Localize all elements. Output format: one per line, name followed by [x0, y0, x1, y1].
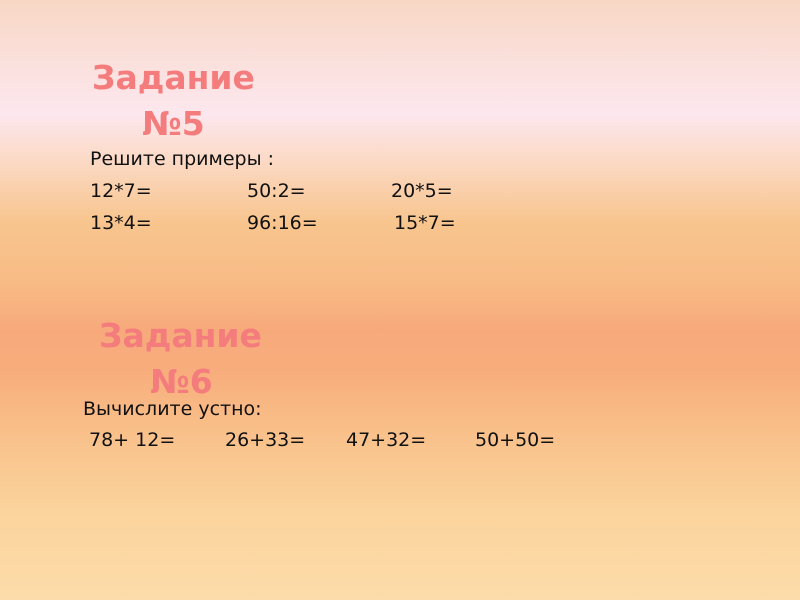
task6-title: Задание — [99, 316, 262, 355]
task5-instruction: Решите примеры : — [90, 148, 275, 170]
task5-title: Задание — [92, 58, 255, 97]
task6-number: №6 — [150, 362, 213, 401]
task5-example: 20*5= — [391, 180, 453, 202]
task5-number: №5 — [142, 104, 205, 143]
task5-example: 12*7= — [90, 180, 152, 202]
task6-example: 78+ 12= — [89, 429, 176, 451]
task5-example: 15*7= — [394, 212, 456, 234]
task6-example: 50+50= — [475, 429, 556, 451]
task5-example: 13*4= — [90, 212, 152, 234]
task6-example: 26+33= — [225, 429, 306, 451]
task5-example: 50:2= — [247, 180, 306, 202]
task5-example: 96:16= — [247, 212, 318, 234]
task6-instruction: Вычислите устно: — [83, 398, 262, 420]
task6-example: 47+32= — [346, 429, 427, 451]
